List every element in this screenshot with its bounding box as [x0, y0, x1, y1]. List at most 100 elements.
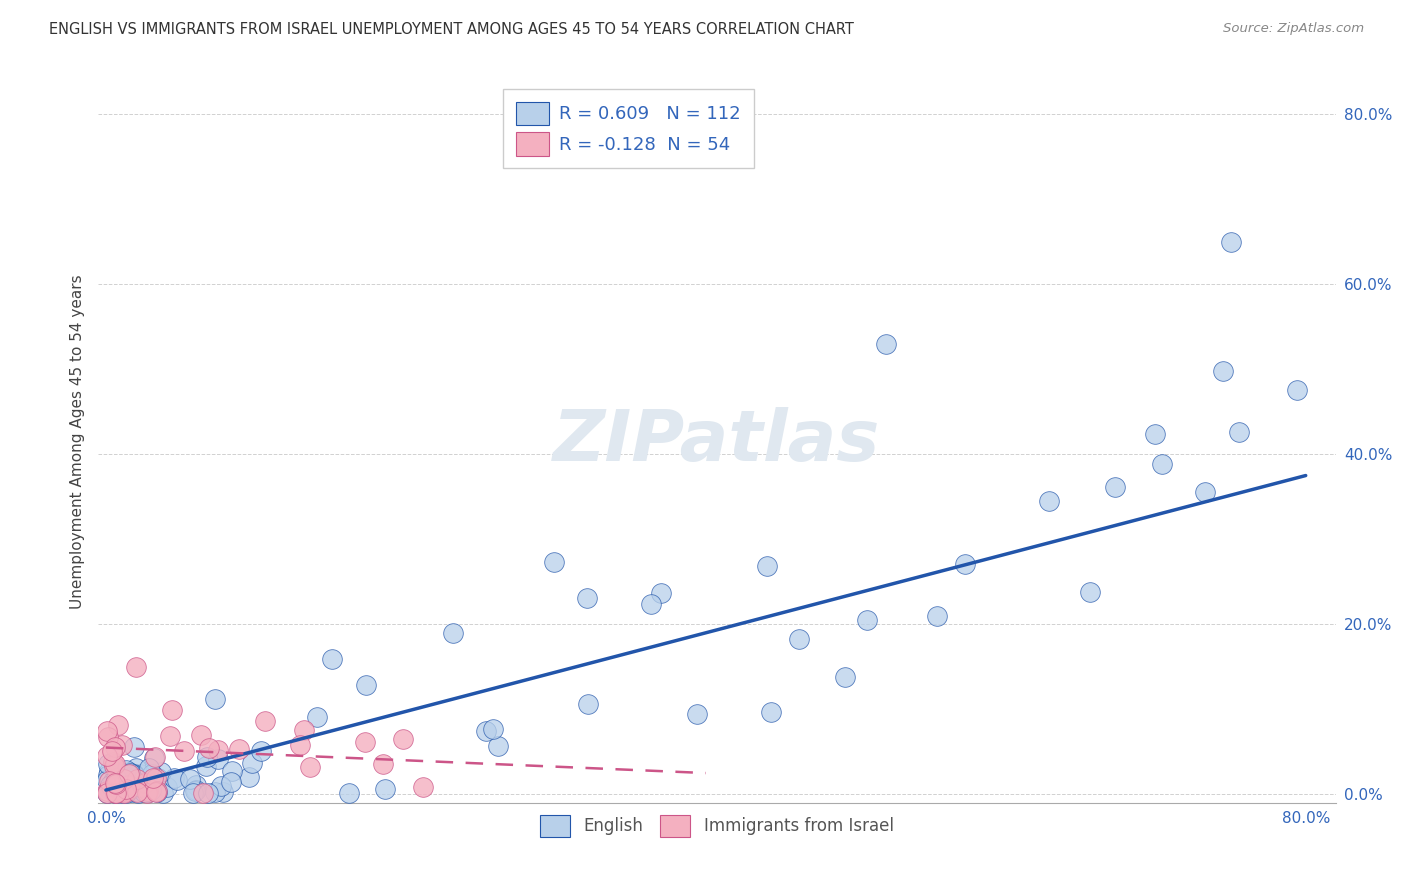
Point [228, 742, 250, 756]
Point [219, 775, 242, 789]
Point [337, 787, 360, 801]
Point [101, 756, 124, 770]
Point [105, 777, 128, 791]
Point [1152, 457, 1174, 471]
Point [145, 785, 167, 799]
Point [145, 750, 167, 764]
Point [145, 784, 167, 798]
Point [128, 780, 150, 794]
Point [354, 678, 377, 692]
Point [135, 777, 157, 791]
Point [125, 761, 148, 775]
Point [211, 785, 233, 799]
Point [299, 760, 322, 774]
Point [96, 724, 118, 739]
Point [166, 773, 188, 788]
Point [834, 670, 856, 684]
Point [107, 767, 129, 781]
Point [1227, 425, 1250, 440]
Point [124, 660, 146, 674]
Point [136, 784, 159, 798]
Point [373, 756, 395, 771]
Point [198, 740, 221, 755]
Point [115, 782, 138, 797]
Point [115, 786, 138, 800]
Point [118, 767, 141, 781]
Point [97, 764, 120, 778]
Point [118, 773, 141, 788]
Point [209, 779, 232, 793]
Point [855, 613, 877, 627]
Text: ZIPatlas: ZIPatlas [554, 407, 880, 476]
Point [290, 738, 312, 752]
Point [122, 767, 145, 781]
Point [127, 785, 149, 799]
Point [134, 776, 156, 790]
Point [138, 785, 160, 799]
Point [142, 751, 165, 765]
Point [927, 608, 949, 623]
Point [486, 739, 509, 753]
Point [104, 756, 127, 771]
Point [195, 750, 218, 764]
Point [97, 768, 120, 782]
Point [108, 769, 131, 783]
Point [117, 780, 139, 794]
Point [108, 785, 131, 799]
Point [97, 773, 120, 788]
Point [195, 759, 218, 773]
Point [374, 781, 396, 796]
Point [145, 771, 167, 785]
Point [204, 692, 226, 706]
Point [104, 740, 127, 755]
Point [108, 784, 131, 798]
Point [759, 705, 782, 719]
Point [101, 744, 124, 758]
Point [96, 787, 118, 801]
Point [875, 336, 897, 351]
Point [149, 765, 172, 780]
Point [112, 766, 135, 780]
Point [118, 778, 141, 792]
Point [107, 782, 129, 797]
Point [114, 772, 136, 787]
Point [115, 784, 138, 798]
Point [97, 731, 120, 745]
Point [104, 776, 127, 790]
Point [650, 586, 672, 600]
Text: Source: ZipAtlas.com: Source: ZipAtlas.com [1223, 22, 1364, 36]
Point [543, 555, 565, 569]
Point [163, 771, 186, 785]
Point [412, 780, 434, 794]
Point [107, 718, 129, 732]
Point [112, 775, 135, 789]
Point [104, 771, 127, 785]
Point [118, 764, 141, 779]
Point [441, 626, 464, 640]
Point [112, 786, 135, 800]
Point [221, 764, 243, 778]
Text: ENGLISH VS IMMIGRANTS FROM ISRAEL UNEMPLOYMENT AMONG AGES 45 TO 54 YEARS CORRELA: ENGLISH VS IMMIGRANTS FROM ISRAEL UNEMPL… [49, 22, 853, 37]
Point [96, 749, 118, 764]
Point [640, 597, 662, 611]
Point [127, 772, 149, 786]
Point [1144, 427, 1167, 442]
Point [575, 591, 598, 605]
Point [173, 744, 195, 758]
Y-axis label: Unemployment Among Ages 45 to 54 years: Unemployment Among Ages 45 to 54 years [69, 274, 84, 609]
Point [207, 743, 229, 757]
Point [253, 714, 276, 728]
Point [111, 787, 134, 801]
Point [122, 740, 145, 755]
Point [104, 786, 127, 800]
Point [129, 766, 152, 780]
Point [152, 785, 174, 799]
Point [132, 785, 155, 799]
Point [204, 785, 226, 799]
Point [475, 723, 498, 738]
Point [156, 780, 179, 795]
Point [142, 771, 165, 785]
Point [97, 756, 120, 771]
Point [1194, 485, 1216, 500]
Point [953, 557, 976, 571]
